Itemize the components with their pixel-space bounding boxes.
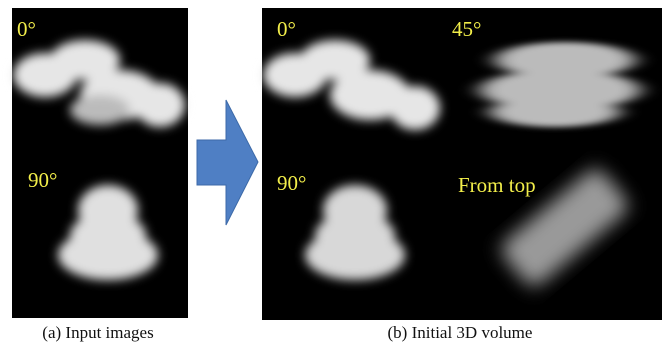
caption: (b) Initial 3D volume bbox=[388, 323, 533, 342]
figure: 0° 90° 0° 45° 90° From top (a) Input ima… bbox=[0, 0, 670, 347]
page: {"panels": [ {"caption": "(a) Input imag… bbox=[0, 0, 670, 347]
view-label: From top bbox=[458, 173, 536, 197]
volume-cloud-45 bbox=[480, 42, 640, 127]
view-label: 0° bbox=[277, 17, 296, 41]
view-label: 0° bbox=[17, 17, 36, 41]
view-label: 90° bbox=[28, 168, 57, 192]
caption: (a) Input images bbox=[42, 323, 153, 342]
view-label: 45° bbox=[452, 17, 481, 41]
view-label: 90° bbox=[277, 171, 306, 195]
arrow bbox=[197, 100, 258, 225]
